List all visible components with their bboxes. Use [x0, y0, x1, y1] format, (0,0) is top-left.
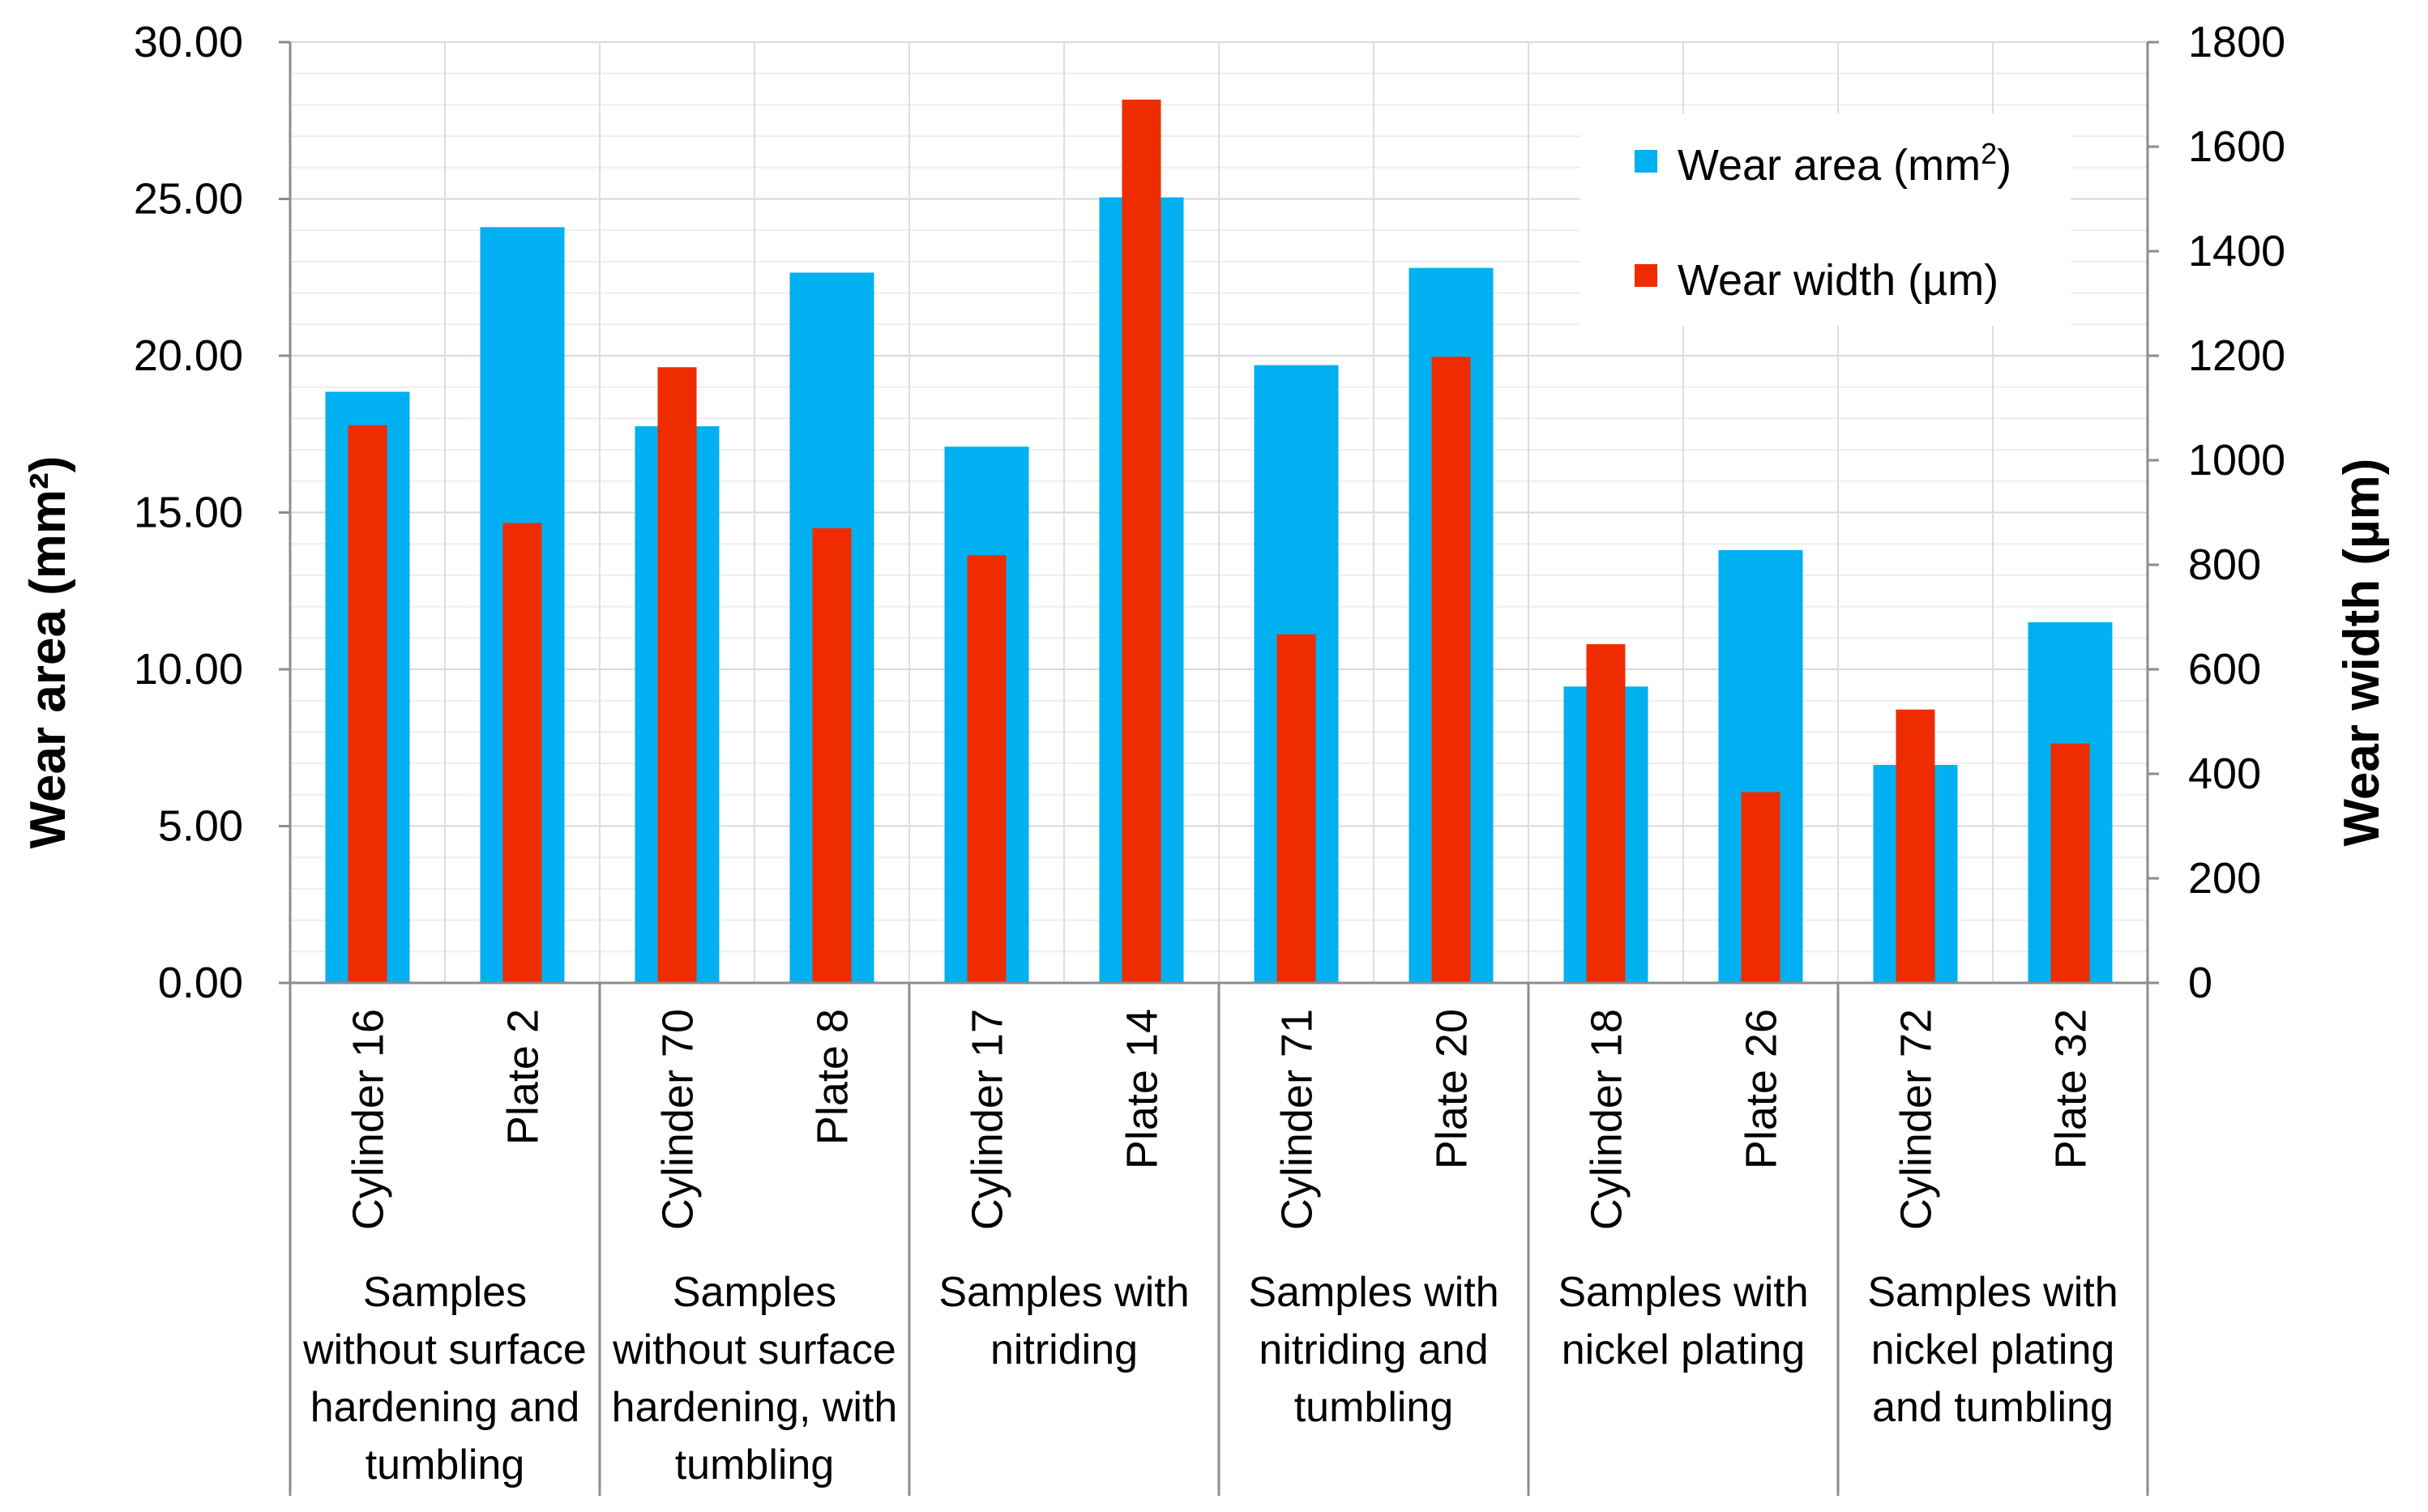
right-tick-label: 800	[2188, 540, 2261, 589]
right-axis-ticks: 0 200 400 600 800 1000 1200 1400 1600 1800	[2148, 18, 2285, 1007]
category-label: Cylinder 16	[344, 1009, 393, 1230]
category-label: Plate 14	[1118, 1009, 1167, 1169]
group-label: Samples without surface hardening, with tum…	[612, 1269, 898, 1489]
group-label-line: Samples	[673, 1269, 836, 1316]
group-label-line: Samples	[363, 1269, 527, 1316]
left-axis-ticks: 0.00 5.00 10.00 15.00 20.00 25.00 30.00	[134, 18, 290, 1007]
group-label-line: Samples with	[938, 1269, 1189, 1316]
right-tick-label: 1400	[2188, 227, 2285, 275]
bar-wear-width	[348, 425, 387, 983]
right-tick-label: 200	[2188, 854, 2261, 903]
legend-label-wear-area: Wear area (mm2)	[1678, 137, 2011, 190]
legend-swatch-wear-width	[1635, 264, 1657, 287]
wear-width-series	[348, 99, 2090, 984]
legend: Wear area (mm2) Wear width (µm)	[1580, 113, 2071, 326]
right-tick-label: 600	[2188, 645, 2261, 694]
left-tick-label: 25.00	[134, 175, 243, 224]
category-label: Cylinder 70	[654, 1009, 703, 1230]
bar-wear-width	[967, 555, 1007, 983]
bar-wear-width	[1741, 792, 1780, 983]
group-label: Samples with nitriding and tumbling	[1248, 1269, 1498, 1431]
group-label-line: without surface	[302, 1326, 587, 1373]
group-label: Samples with nickel plating	[1558, 1269, 1808, 1373]
category-label: Plate 32	[2047, 1009, 2096, 1169]
group-label-line: Samples with	[1248, 1269, 1498, 1316]
category-label: Plate 2	[499, 1009, 548, 1145]
group-label-line: nitriding	[990, 1326, 1138, 1373]
bar-wear-width	[2050, 743, 2090, 983]
legend-label-wear-width: Wear width (µm)	[1678, 256, 1998, 305]
group-label: Samples with nitriding	[938, 1269, 1189, 1373]
right-tick-label: 0	[2188, 959, 2212, 1007]
bar-wear-width	[1896, 709, 1935, 983]
category-label: Plate 8	[809, 1009, 857, 1145]
group-label-line: nickel plating	[1871, 1326, 2115, 1373]
bar-wear-width	[657, 367, 697, 983]
left-axis-title: Wear area (mm²)	[20, 456, 76, 849]
wear-area-series	[325, 197, 2113, 984]
right-tick-label: 1600	[2188, 122, 2285, 171]
bar-wear-width	[1276, 634, 1316, 983]
group-labels: Samples without surface hardening and tumbl…	[289, 983, 2149, 1496]
left-tick-label: 10.00	[134, 645, 243, 694]
category-label: Cylinder 71	[1273, 1009, 1322, 1230]
group-label-line: Samples with	[1867, 1269, 2118, 1316]
left-tick-label: 15.00	[134, 489, 243, 537]
category-label: Cylinder 18	[1583, 1009, 1631, 1230]
category-label: Cylinder 17	[964, 1009, 1012, 1230]
group-label-line: and tumbling	[1872, 1384, 2114, 1431]
group-label-line: nickel plating	[1562, 1326, 1806, 1373]
right-tick-label: 1000	[2188, 436, 2285, 485]
bar-wear-width	[502, 523, 542, 983]
left-tick-label: 5.00	[158, 802, 243, 851]
legend-background	[1580, 113, 2071, 326]
left-tick-label: 30.00	[134, 18, 243, 66]
category-labels: Cylinder 16 Plate 2 Cylinder 70 Plate 8 Cyli…	[344, 1009, 2096, 1230]
bar-wear-width	[1122, 99, 1161, 984]
group-label-line: hardening, with	[612, 1384, 898, 1431]
bar-wear-width	[1431, 357, 1471, 983]
bar-wear-width	[1586, 644, 1626, 983]
right-tick-label: 1800	[2188, 18, 2285, 66]
right-tick-label: 1200	[2188, 331, 2285, 380]
group-label: Samples with nickel plating and tumbling	[1867, 1269, 2118, 1431]
category-label: Plate 20	[1428, 1009, 1477, 1169]
bar-wear-width	[812, 527, 852, 983]
group-label: Samples without surface hardening and tumbl…	[302, 1269, 587, 1489]
group-label-line: nitriding and	[1259, 1326, 1488, 1373]
group-label-line: tumbling	[1294, 1384, 1454, 1431]
group-label-line: tumbling	[365, 1442, 525, 1489]
legend-label-wear-area-tail: )	[1997, 141, 2011, 190]
legend-label-wear-area-sup: 2	[1981, 137, 1997, 170]
right-tick-label: 400	[2188, 750, 2261, 798]
legend-swatch-wear-area	[1635, 150, 1657, 173]
category-label: Plate 26	[1738, 1009, 1786, 1169]
left-tick-label: 0.00	[158, 959, 243, 1007]
group-label-line: without surface	[612, 1326, 896, 1373]
category-label: Cylinder 72	[1892, 1009, 1941, 1230]
group-label-line: hardening and	[310, 1384, 580, 1431]
legend-label-wear-area-text: Wear area (mm	[1678, 141, 1981, 190]
group-label-line: Samples with	[1558, 1269, 1808, 1316]
right-axis-title: Wear width (µm)	[2334, 459, 2390, 847]
group-label-line: tumbling	[675, 1442, 835, 1489]
left-tick-label: 20.00	[134, 331, 243, 380]
